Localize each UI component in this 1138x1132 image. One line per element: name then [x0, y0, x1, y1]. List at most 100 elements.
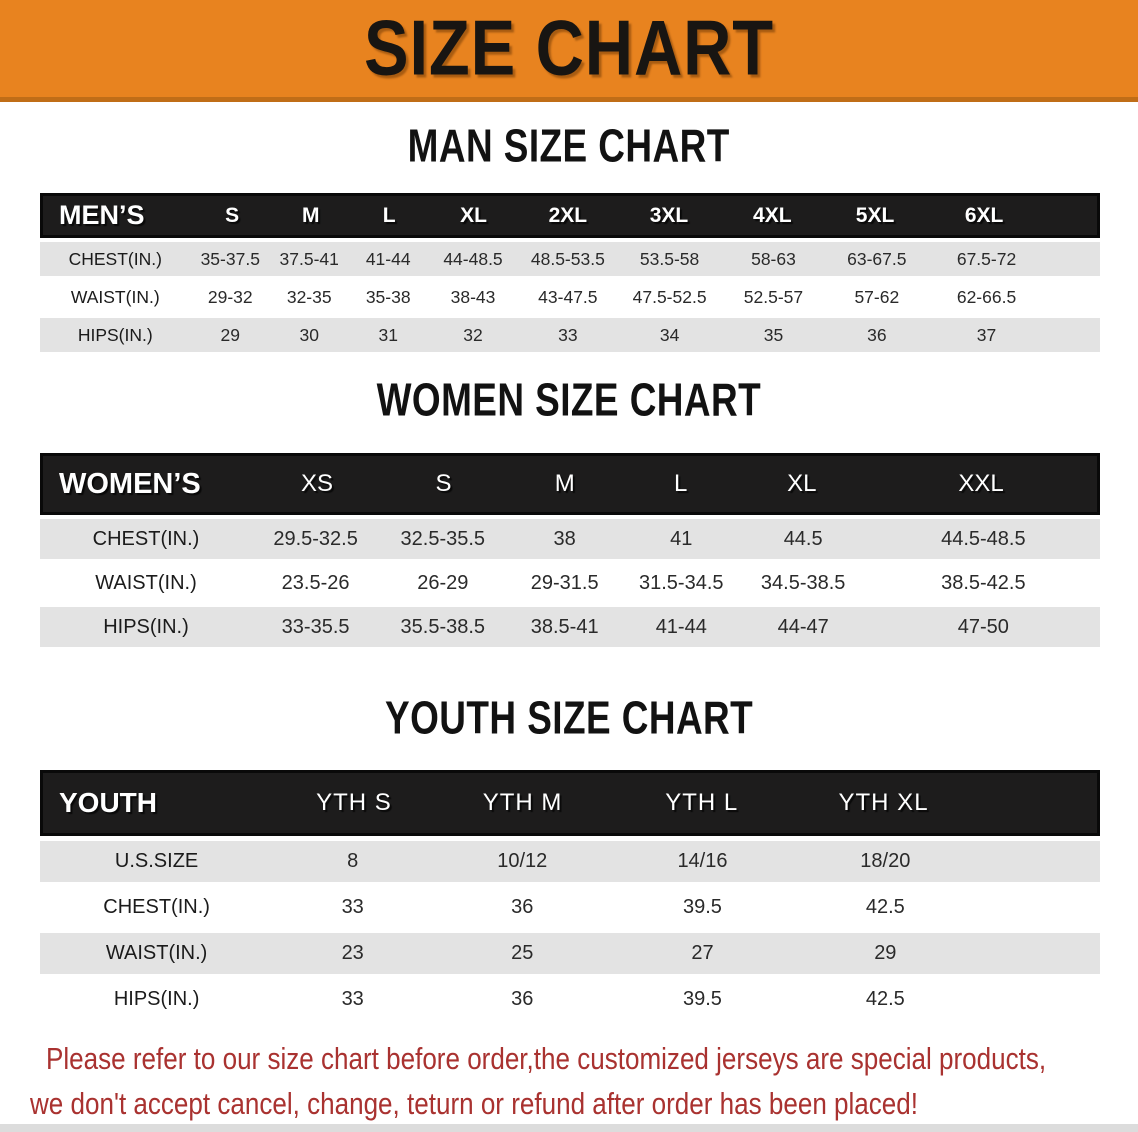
size-column-header: L	[673, 470, 688, 497]
table-header-row: MEN’S S M L XL 2XL 3XL 4XL 5XL 6XL	[40, 193, 1100, 238]
banner-title: SIZE CHART	[363, 5, 775, 92]
disclaimer-line-1: Please refer to our size chart before or…	[46, 1041, 1047, 1076]
size-value-cell: 33	[341, 988, 364, 1010]
size-value-cell: 35-37.5	[200, 248, 260, 269]
table-corner-label: MEN’S	[59, 200, 145, 230]
row-label: HIPS(IN.)	[113, 988, 200, 1010]
row-label: WAIST(IN.)	[105, 942, 208, 964]
size-column-header: XS	[301, 470, 334, 497]
size-value-cell: 32.5-35.5	[400, 527, 486, 550]
size-value-cell: 57-62	[854, 286, 900, 307]
size-value-cell: 31.5-34.5	[639, 571, 724, 594]
table-row: HIPS(IN.) 33-35.5 35.5-38.5 38.5-41 41-44 44-…	[40, 607, 1100, 647]
size-value-cell: 47.5-52.5	[632, 286, 707, 307]
row-label: U.S.SIZE	[114, 850, 199, 872]
size-column-header: YTH S	[316, 789, 392, 816]
size-value-cell: 35.5-38.5	[400, 615, 486, 638]
size-value-cell: 67.5-72	[956, 248, 1017, 269]
size-value-cell: 44.5	[783, 527, 823, 550]
size-value-cell: 29	[874, 942, 897, 964]
size-column-header: XXL	[958, 470, 1004, 497]
women-size-chart-heading-text: WOMEN SIZE CHART	[376, 374, 762, 427]
row-label: CHEST(IN.)	[68, 248, 162, 269]
table-row: CHEST(IN.) 33 36 39.5 42.5	[40, 887, 1100, 928]
size-value-cell: 41-44	[365, 248, 411, 269]
disclaimer-text: Please refer to our size chart before or…	[30, 1036, 1130, 1126]
table-body: CHEST(IN.) 35-37.5 37.5-41 41-44 44-48.5 48.5…	[40, 242, 1100, 352]
size-column-header: M	[554, 470, 575, 497]
table-row: WAIST(IN.) 23 25 27 29	[40, 933, 1100, 974]
man-size-chart-heading: MAN SIZE CHART	[0, 121, 1138, 172]
size-value-cell: 27	[691, 942, 714, 964]
table-row: WAIST(IN.) 23.5-26 26-29 29-31.5 31.5-34.5 34…	[40, 563, 1100, 603]
women-size-table: WOMEN’S XS S M L XL XXL CHEST(IN.) 29.5-32.5 32.5…	[40, 453, 1100, 647]
row-label: HIPS(IN.)	[103, 615, 189, 638]
size-value-cell: 25	[511, 942, 534, 964]
size-value-cell: 14/16	[677, 850, 728, 872]
size-value-cell: 35-38	[365, 286, 411, 307]
size-value-cell: 29.5-32.5	[273, 527, 358, 550]
table-row: CHEST(IN.) 35-37.5 37.5-41 41-44 44-48.5 48.5…	[40, 242, 1100, 276]
size-value-cell: 58-63	[751, 248, 796, 269]
size-value-cell: 62-66.5	[956, 286, 1017, 307]
size-value-cell: 41	[670, 527, 693, 550]
size-value-cell: 33-35.5	[281, 615, 350, 638]
youth-size-chart-heading-text: YOUTH SIZE CHART	[384, 692, 754, 745]
size-value-cell: 52.5-57	[743, 286, 804, 307]
table-header-row: WOMEN’S XS S M L XL XXL	[40, 453, 1100, 515]
size-value-cell: 38	[553, 527, 576, 550]
size-column-header: YTH M	[482, 789, 563, 816]
size-value-cell: 47-50	[957, 615, 1009, 638]
table-header-row: YOUTH YTH S YTH M YTH L YTH XL	[40, 770, 1100, 836]
size-value-cell: 38.5-41	[530, 615, 599, 638]
size-column-header: XL	[460, 203, 487, 227]
youth-size-table: YOUTH YTH S YTH M YTH L YTH XL U.S.SIZE 8 10/12…	[40, 770, 1100, 1020]
size-column-header: 3XL	[649, 203, 689, 227]
size-column-header: XL	[787, 470, 817, 497]
row-label: HIPS(IN.)	[77, 324, 153, 345]
table-corner-label: YOUTH	[59, 787, 157, 818]
size-value-cell: 39.5	[683, 896, 722, 918]
size-value-cell: 18/20	[860, 850, 911, 872]
size-column-header: YTH L	[665, 789, 739, 816]
row-label: CHEST(IN.)	[103, 896, 210, 918]
size-value-cell: 37	[976, 324, 997, 345]
row-label: CHEST(IN.)	[92, 527, 200, 550]
size-column-header: S	[435, 470, 452, 497]
size-column-header: S	[225, 203, 240, 227]
size-value-cell: 43-47.5	[538, 286, 598, 307]
row-label: WAIST(IN.)	[70, 286, 160, 307]
table-body: CHEST(IN.) 29.5-32.5 32.5-35.5 38 41 44.5 44.5…	[40, 519, 1100, 647]
women-size-chart-heading: WOMEN SIZE CHART	[0, 374, 1138, 427]
size-value-cell: 53.5-58	[639, 248, 700, 269]
size-value-cell: 63-67.5	[847, 248, 907, 269]
size-column-header: 5XL	[855, 203, 895, 227]
size-value-cell: 42.5	[865, 988, 905, 1010]
table-row: CHEST(IN.) 29.5-32.5 32.5-35.5 38 41 44.5 44.5…	[40, 519, 1100, 559]
size-value-cell: 23	[341, 942, 364, 964]
size-value-cell: 33	[341, 896, 364, 918]
size-column-header: 6XL	[964, 203, 1004, 227]
size-column-header: L	[382, 203, 396, 227]
table-row: WAIST(IN.) 29-32 32-35 35-38 38-43 43-47.5 47.…	[40, 280, 1100, 314]
table-corner-label: WOMEN’S	[59, 467, 201, 500]
size-column-header: M	[301, 203, 320, 227]
table-row: HIPS(IN.) 33 36 39.5 42.5	[40, 979, 1100, 1020]
size-value-cell: 42.5	[865, 896, 905, 918]
size-value-cell: 29-32	[207, 286, 253, 307]
size-value-cell: 44.5-48.5	[941, 527, 1026, 550]
size-value-cell: 30	[299, 324, 319, 345]
size-value-cell: 32-35	[286, 286, 332, 307]
size-chart-banner: SIZE CHART	[0, 0, 1138, 102]
size-value-cell: 32	[463, 324, 483, 345]
size-column-header: 4XL	[753, 203, 792, 227]
size-value-cell: 38-43	[450, 286, 496, 307]
size-value-cell: 38.5-42.5	[941, 571, 1026, 594]
table-body: U.S.SIZE 8 10/12 14/16 18/20 CHEST(IN.) 33 36 39…	[40, 841, 1100, 1020]
men-size-table: MEN’S S M L XL 2XL 3XL 4XL 5XL 6XL CHEST(IN.) 35-37…	[40, 193, 1100, 352]
size-value-cell: 29-31.5	[530, 571, 599, 594]
bottom-edge-divider	[0, 1124, 1138, 1132]
youth-size-chart-heading: YOUTH SIZE CHART	[0, 692, 1138, 745]
size-value-cell: 35	[763, 324, 784, 345]
size-value-cell: 39.5	[683, 988, 722, 1010]
